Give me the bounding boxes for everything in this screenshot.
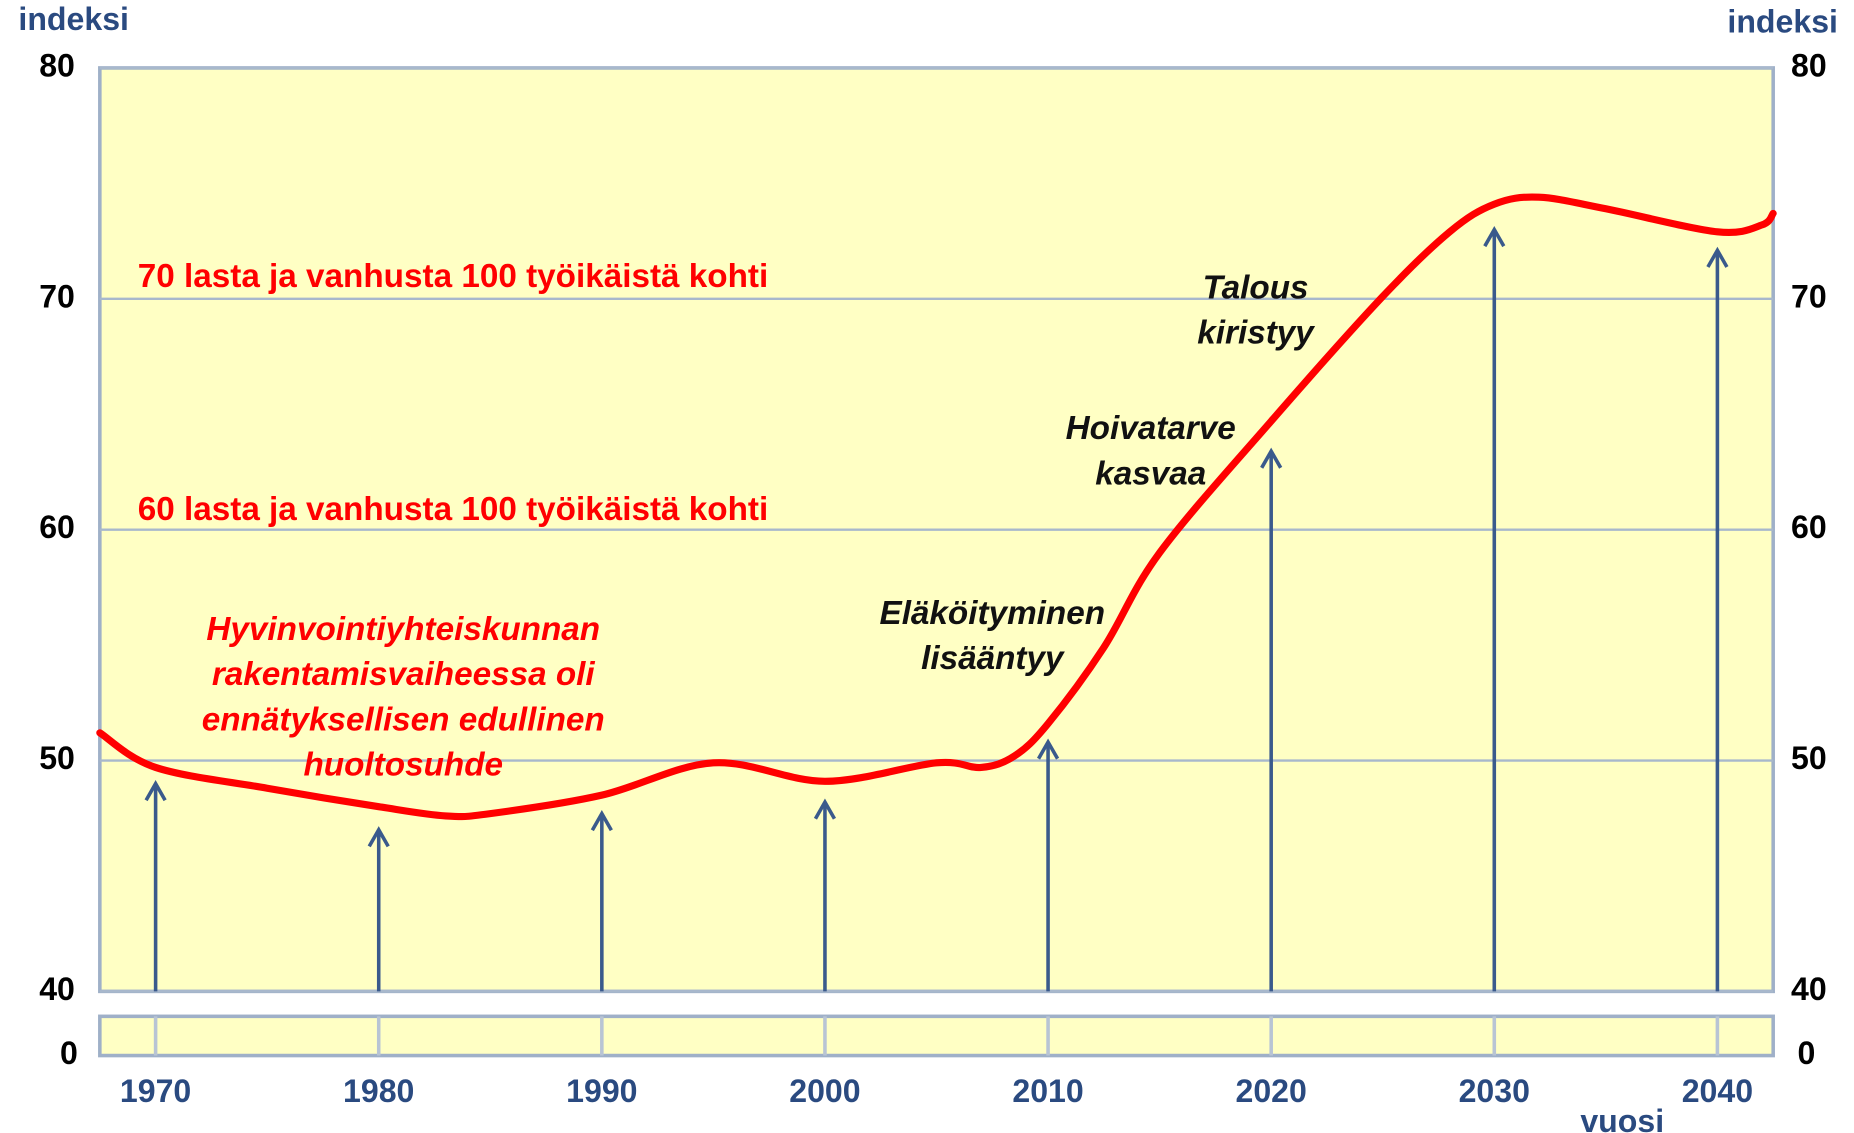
arrow (590, 810, 613, 992)
y-tick-label: 50 (39, 740, 75, 776)
arrow-head (367, 826, 390, 848)
annotation: lisääntyy (921, 640, 1065, 677)
x-tick-label: 1980 (343, 1073, 414, 1109)
y2-tick-label: 60 (1791, 509, 1827, 545)
arrow-head (144, 780, 167, 802)
y2-tick-label: 50 (1791, 740, 1827, 776)
arrow (1706, 246, 1729, 992)
annotation: rakentamisvaiheessa oli (212, 656, 596, 693)
annotation: ennätyksellisen edullinen (202, 701, 605, 738)
x-tick-label: 1970 (120, 1073, 191, 1109)
x-tick-label: 2000 (789, 1073, 860, 1109)
annotation: Eläköityminen (880, 595, 1106, 632)
annotation: Hyvinvointiyhteiskunnan (206, 611, 600, 648)
y2-tick-label: 80 (1791, 47, 1827, 83)
arrow (813, 798, 837, 992)
arrow (1037, 738, 1060, 992)
y-tick-label: 70 (39, 278, 75, 314)
arrow-head (1260, 447, 1283, 469)
line (96, 193, 1777, 821)
annotation: 70 lasta ja vanhusta 100 työikäistä koht… (138, 258, 768, 295)
x-tick-label: 2010 (1012, 1073, 1083, 1109)
x-tick-label: 2040 (1682, 1073, 1753, 1109)
arrow-head (1037, 738, 1060, 760)
y-tick-label: 80 (39, 47, 75, 83)
x-tick-label: 2030 (1459, 1073, 1530, 1109)
lower-y2-tick-label: 0 (1798, 1035, 1816, 1071)
arrow (144, 780, 167, 992)
annotation: 60 lasta ja vanhusta 100 työikäistä koht… (138, 491, 768, 528)
arrow (367, 826, 390, 992)
arrow (1260, 447, 1283, 992)
x-tick-label: 2020 (1235, 1073, 1306, 1109)
y2-axis-label: indeksi (1727, 3, 1838, 39)
lower-y-tick-label: 0 (60, 1035, 78, 1071)
y2-tick-label: 40 (1791, 971, 1827, 1007)
arrow-head (1483, 225, 1506, 248)
x-tick-label: 1990 (566, 1073, 637, 1109)
arrow-head (813, 798, 837, 820)
annotation: huoltosuhde (303, 747, 503, 784)
y-tick-label: 60 (39, 509, 75, 545)
annotation: Talous (1203, 269, 1309, 306)
x-axis-label: vuosi (1580, 1103, 1664, 1133)
arrow-head (1706, 246, 1729, 268)
y-axis-label: indeksi (18, 1, 129, 37)
arrow-head (590, 810, 613, 832)
annotation: kasvaa (1095, 455, 1206, 492)
annotation: kiristyy (1197, 315, 1315, 352)
y-tick-label: 40 (39, 971, 75, 1007)
y2-tick-label: 70 (1791, 278, 1827, 314)
annotation: Hoivatarve (1066, 410, 1236, 447)
arrow (1483, 225, 1506, 992)
lower-panel (98, 1014, 1775, 1058)
